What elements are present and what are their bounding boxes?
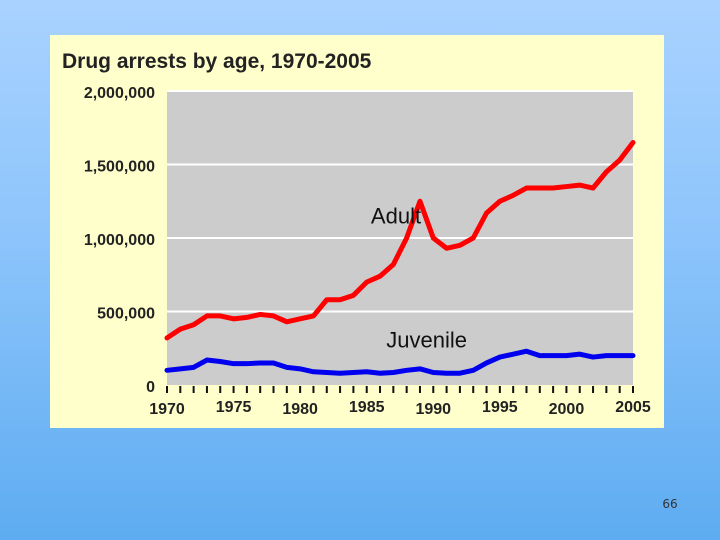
series-line-adult: [164, 139, 636, 341]
series-label-adult: Adult: [371, 203, 421, 228]
slide-number: 66: [662, 497, 678, 511]
y-tick-label: 500,000: [97, 306, 155, 323]
y-tick-label: 0: [146, 379, 155, 396]
x-tick-label: 1990: [415, 401, 451, 418]
chart-title: Drug arrests by age, 1970-2005: [62, 50, 372, 73]
x-tick-label: 2000: [549, 401, 585, 418]
chart-figure: Drug arrests by age, 1970-2005 0 500,000 1…: [50, 35, 664, 428]
x-tick-label: 1970: [149, 401, 185, 418]
series-lines: [164, 139, 636, 376]
x-tick-label: 1985: [349, 399, 385, 416]
x-tick-label: 1975: [216, 399, 252, 416]
series-line-juvenile: [164, 348, 636, 376]
x-tick-label: 1995: [482, 399, 518, 416]
x-tick-label: 1980: [282, 401, 318, 418]
gridlines: [167, 90, 633, 313]
x-axis-ticks: 1970 1975 1980 1985 1990 1995 2000 2005: [149, 386, 651, 418]
series-label-juvenile: Juvenile: [386, 328, 467, 353]
line-chart: Drug arrests by age, 1970-2005 0 500,000 1…: [62, 50, 651, 418]
y-tick-label: 2,000,000: [84, 85, 155, 102]
x-tick-label: 2005: [615, 399, 651, 416]
series-labels: Adult Juvenile: [371, 203, 467, 352]
y-axis-ticks: 0 500,000 1,000,000 1,500,000 2,000,000: [84, 85, 155, 396]
y-tick-label: 1,500,000: [84, 159, 155, 176]
y-tick-label: 1,000,000: [84, 232, 155, 249]
